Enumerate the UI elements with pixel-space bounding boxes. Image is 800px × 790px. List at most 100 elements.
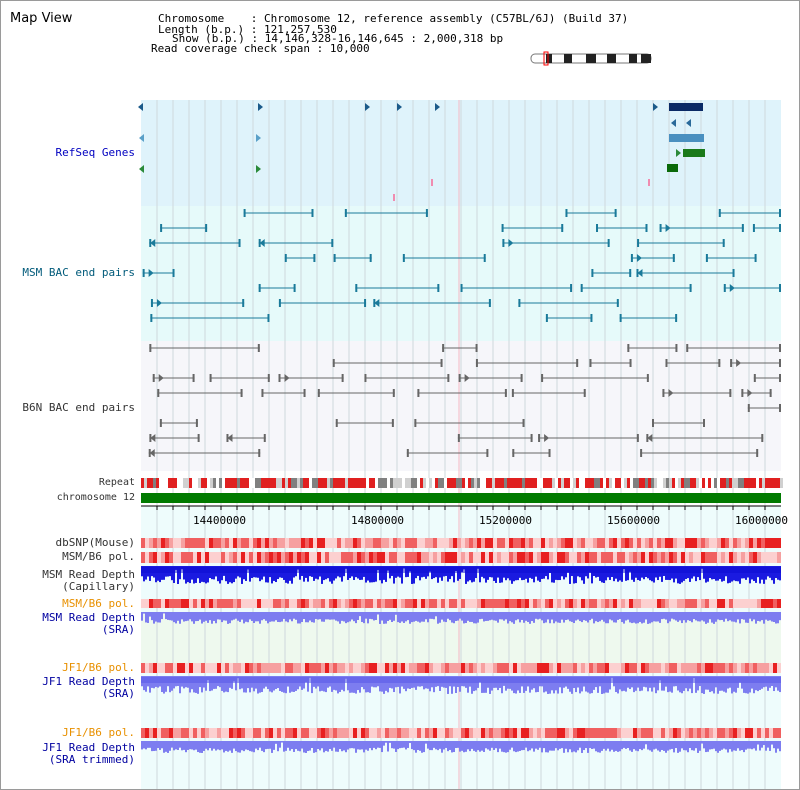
jf1-depth-sra (355, 676, 357, 694)
repeat-segment (711, 478, 714, 488)
track-label-msm-depth-capillary[interactable]: MSM Read Depth (Capillary) (1, 569, 135, 593)
jf1-depth-sra (779, 676, 781, 693)
jf1-b6-pol2-heat (293, 728, 297, 738)
jf1-depth-trimmed (497, 741, 499, 753)
jf1-depth-trimmed (321, 741, 323, 749)
msm-depth-capillary (379, 566, 381, 581)
jf1-depth-trimmed (731, 741, 733, 752)
track-label-jf1-depth-sra[interactable]: JF1 Read Depth (SRA) (1, 676, 135, 700)
repeat-segment (498, 478, 501, 488)
strand-arrow (397, 103, 402, 111)
track-label-dbsnp[interactable]: dbSNP(Mouse) (55, 536, 135, 549)
msm-b6-pol2-heat (257, 599, 261, 608)
track-label-msm-b6-pol-1[interactable]: MSM/B6 pol. (62, 550, 135, 563)
msm-b6-pol-heat (521, 552, 525, 563)
repeat-segment (285, 478, 288, 488)
dbsnp-heat (633, 538, 637, 548)
msm-depth-capillary (333, 566, 335, 581)
jf1-b6-pol-heat (717, 663, 721, 673)
repeat-segment (636, 478, 639, 488)
msm-b6-pol2-heat (385, 599, 389, 608)
jf1-b6-pol2-heat (433, 728, 437, 738)
msm-depth-sra (659, 612, 661, 623)
repeat-segment (594, 478, 597, 488)
jf1-depth-trimmed (655, 741, 657, 749)
track-label-b6n-bac[interactable]: B6N BAC end pairs (22, 401, 135, 414)
jf1-b6-pol-heat (321, 663, 325, 673)
msm-depth-sra (453, 612, 455, 624)
track-label-msm-bac[interactable]: MSM BAC end pairs (22, 266, 135, 279)
jf1-depth-trimmed (269, 741, 271, 749)
msm-b6-pol-heat (437, 552, 441, 563)
msm-b6-pol2-heat (333, 599, 337, 608)
track-label-jf1-b6-pol-1[interactable]: JF1/B6 pol. (62, 661, 135, 674)
msm-depth-sra (343, 612, 345, 622)
b6n-bac-pair-end (583, 389, 586, 397)
track-label-jf1-b6-pol-2[interactable]: JF1/B6 pol. (62, 726, 135, 739)
msm-depth-sra (395, 612, 397, 615)
dbsnp-heat (577, 538, 581, 548)
jf1-b6-pol-heat (609, 663, 613, 673)
repeat-segment (231, 478, 234, 488)
jf1-depth-trimmed (291, 741, 293, 750)
track-label-jf1-depth-trimmed[interactable]: JF1 Read Depth (SRA trimmed) (1, 742, 135, 766)
jf1-depth-trimmed (495, 741, 497, 749)
msm-b6-pol-heat (629, 552, 633, 563)
repeat-segment (660, 478, 663, 488)
track-label-refseq[interactable]: RefSeq Genes (55, 146, 135, 159)
track-label-repeat[interactable]: Repeat (98, 477, 135, 488)
msm-b6-pol-heat (593, 552, 597, 563)
jf1-b6-pol2-heat (761, 728, 765, 738)
jf1-b6-pol2-heat (661, 728, 665, 738)
jf1-depth-trimmed (667, 741, 669, 751)
msm-depth-sra (281, 612, 283, 622)
track-label-msm-b6-pol-2[interactable]: MSM/B6 pol. (62, 597, 135, 610)
jf1-depth-sra (515, 676, 517, 694)
b6n-bac-pair-end (475, 359, 478, 367)
jf1-b6-pol-heat (473, 663, 477, 673)
jf1-depth-sra (513, 676, 515, 694)
repeat-segment (408, 478, 411, 488)
jf1-b6-pol2-heat (529, 728, 533, 738)
b6n-bac-pair-end (589, 359, 592, 367)
jf1-depth-sra (393, 676, 395, 693)
msm-depth-sra (233, 612, 235, 620)
jf1-b6-pol2-heat (565, 728, 569, 738)
track-label-msm-depth-sra[interactable]: MSM Read Depth (SRA) (1, 612, 135, 636)
msm-depth-capillary (149, 566, 151, 581)
jf1-b6-pol-heat (305, 663, 309, 673)
jf1-depth-sra (331, 676, 333, 692)
jf1-depth-sra (475, 676, 477, 691)
repeat-segment (738, 478, 741, 488)
msm-depth-sra (697, 612, 699, 622)
dbsnp-heat (501, 538, 505, 548)
dbsnp-heat (277, 538, 281, 548)
msm-depth-sra (621, 612, 623, 623)
jf1-b6-pol2-heat (173, 728, 177, 738)
msm-depth-capillary (733, 566, 735, 581)
dbsnp-heat (645, 538, 649, 548)
msm-b6-pol-heat (673, 552, 677, 563)
jf1-depth-trimmed (199, 741, 201, 753)
msm-b6-pol2-heat (673, 599, 677, 608)
msm-depth-sra (691, 612, 693, 623)
jf1-depth-trimmed (503, 741, 505, 753)
jf1-b6-pol2-heat (217, 728, 221, 738)
msm-b6-pol-heat (265, 552, 269, 563)
jf1-depth-sra (227, 676, 229, 693)
jf1-depth-sra (647, 676, 649, 692)
msm-depth-sra (645, 612, 647, 620)
jf1-depth-trimmed (235, 741, 237, 752)
msm-depth-sra (331, 612, 333, 620)
msm-b6-pol-heat (217, 552, 221, 563)
track-label-chromosome[interactable]: chromosome 12 (56, 492, 135, 503)
msm-depth-sra (201, 612, 203, 624)
msm-b6-pol-heat (165, 552, 169, 563)
msm-depth-sra (701, 612, 703, 621)
jf1-depth-trimmed (287, 741, 289, 748)
jf1-depth-trimmed (173, 741, 175, 751)
msm-depth-sra (523, 612, 525, 623)
jf1-depth-trimmed (177, 741, 179, 750)
msm-b6-pol-heat (277, 552, 281, 563)
